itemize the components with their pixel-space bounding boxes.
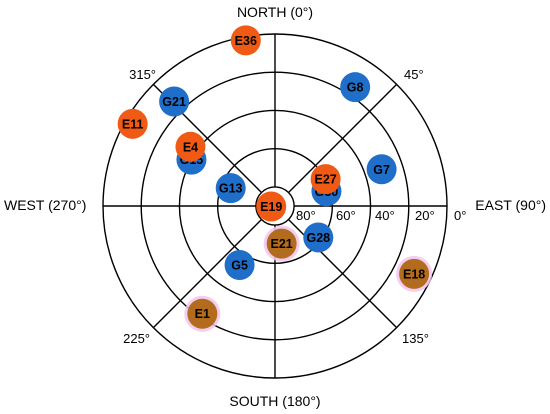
plot-grid bbox=[102, 33, 448, 379]
satellite-e11: E11 bbox=[117, 108, 148, 139]
satellite-label: G8 bbox=[347, 81, 364, 95]
satellite-label: E18 bbox=[403, 267, 425, 281]
satellite-label: E4 bbox=[183, 140, 198, 154]
satellite-g21: G21 bbox=[159, 86, 190, 117]
satellite-marker bbox=[256, 191, 287, 222]
azimuth-spoke-45 bbox=[288, 83, 398, 193]
azimuth-label-45: 45° bbox=[404, 67, 424, 82]
satellite-e21: E21 bbox=[263, 225, 300, 262]
elevation-label-0: 0° bbox=[454, 208, 466, 223]
satellite-label: G7 bbox=[373, 163, 390, 177]
satellite-marker bbox=[366, 154, 397, 185]
satellite-label: G5 bbox=[231, 258, 248, 272]
satellite-g5: G5 bbox=[224, 249, 255, 280]
satellite-label: E36 bbox=[235, 34, 257, 48]
satellite-marker bbox=[310, 164, 341, 195]
elevation-label-40: 40° bbox=[375, 208, 395, 223]
south-label: SOUTH (180°) bbox=[229, 393, 320, 409]
satellite-label: G21 bbox=[162, 95, 186, 109]
satellite-marker bbox=[266, 228, 297, 259]
satellite-marker bbox=[117, 108, 148, 139]
west-label: WEST (270°) bbox=[4, 197, 86, 213]
elevation-label-60: 60° bbox=[336, 208, 356, 223]
satellite-marker bbox=[175, 131, 206, 162]
satellite-g8: G8 bbox=[340, 72, 371, 103]
satellite-marker bbox=[340, 72, 371, 103]
elevation-label-80: 80° bbox=[296, 208, 316, 223]
satellite-e19: E19 bbox=[256, 191, 287, 222]
azimuth-label-315: 315° bbox=[129, 67, 156, 82]
satellite-g7: G7 bbox=[366, 154, 397, 185]
satellite-label: E11 bbox=[122, 117, 144, 131]
satellite-label: G28 bbox=[306, 231, 330, 245]
satellite-label: E19 bbox=[260, 200, 282, 214]
satellite-label: E27 bbox=[314, 173, 336, 187]
satellite-g13: G13 bbox=[215, 173, 246, 204]
satellite-marker bbox=[230, 25, 261, 56]
elevation-label-20: 20° bbox=[415, 208, 435, 223]
axis-labels: NORTH (0°) EAST (90°) SOUTH (180°) WEST … bbox=[4, 4, 546, 409]
satellite-marker bbox=[159, 86, 190, 117]
satellite-label: E21 bbox=[271, 237, 293, 251]
satellite-marker bbox=[215, 173, 246, 204]
azimuth-label-135: 135° bbox=[402, 331, 429, 346]
satellite-e36: E36 bbox=[230, 25, 261, 56]
satellite-g28: G28 bbox=[303, 222, 334, 253]
satellite-e27: E27 bbox=[310, 164, 341, 195]
satellite-marker bbox=[303, 222, 334, 253]
satellite-label: G13 bbox=[219, 182, 243, 196]
satellite-marker bbox=[187, 298, 218, 329]
satellite-e4: E4 bbox=[175, 131, 206, 162]
satellite-e1: E1 bbox=[184, 295, 221, 332]
satellite-label: E1 bbox=[195, 307, 210, 321]
satellite-e18: E18 bbox=[396, 255, 433, 292]
azimuth-spoke-225 bbox=[152, 219, 262, 329]
east-label: EAST (90°) bbox=[475, 197, 546, 213]
north-label: NORTH (0°) bbox=[237, 4, 313, 20]
satellite-markers: G21G15G13G8G7G30G28G5E36E11E4E27E19E21E1… bbox=[117, 25, 433, 332]
satellite-marker bbox=[224, 249, 255, 280]
azimuth-label-225: 225° bbox=[123, 331, 150, 346]
satellite-marker bbox=[399, 258, 430, 289]
